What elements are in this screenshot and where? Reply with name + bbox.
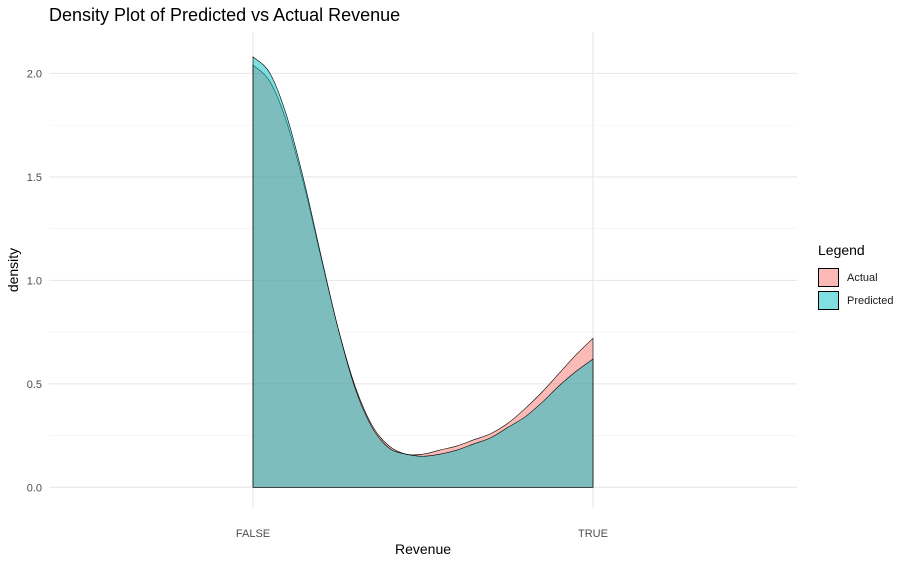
y-tick-label: 0.0	[27, 482, 42, 494]
legend-item-predicted: Predicted	[818, 289, 893, 312]
legend: Legend Actual Predicted	[818, 242, 893, 312]
density-area-predicted	[252, 56, 594, 488]
y-axis-label: density	[5, 248, 21, 292]
legend-title: Legend	[818, 242, 865, 258]
y-tick-label: 2.0	[27, 68, 42, 80]
y-tick-label: 0.5	[27, 379, 42, 391]
grid-lines	[49, 32, 797, 508]
legend-key-predicted	[818, 291, 839, 310]
y-tick-label: 1.0	[27, 275, 42, 287]
x-axis-ticks: FALSE TRUE	[236, 528, 608, 540]
y-tick-label: 1.5	[27, 172, 42, 184]
y-axis-ticks: 0.0 0.5 1.0 1.5 2.0	[27, 68, 42, 494]
x-tick-label: TRUE	[578, 528, 608, 540]
legend-key-actual	[818, 268, 839, 287]
density-areas	[252, 56, 594, 488]
legend-label-predicted: Predicted	[847, 294, 894, 307]
x-axis-label: Revenue	[395, 541, 451, 557]
legend-label-actual: Actual	[847, 271, 878, 284]
x-tick-label: FALSE	[236, 528, 270, 540]
legend-item-actual: Actual	[818, 266, 893, 289]
chart-title: Density Plot of Predicted vs Actual Reve…	[49, 5, 401, 25]
